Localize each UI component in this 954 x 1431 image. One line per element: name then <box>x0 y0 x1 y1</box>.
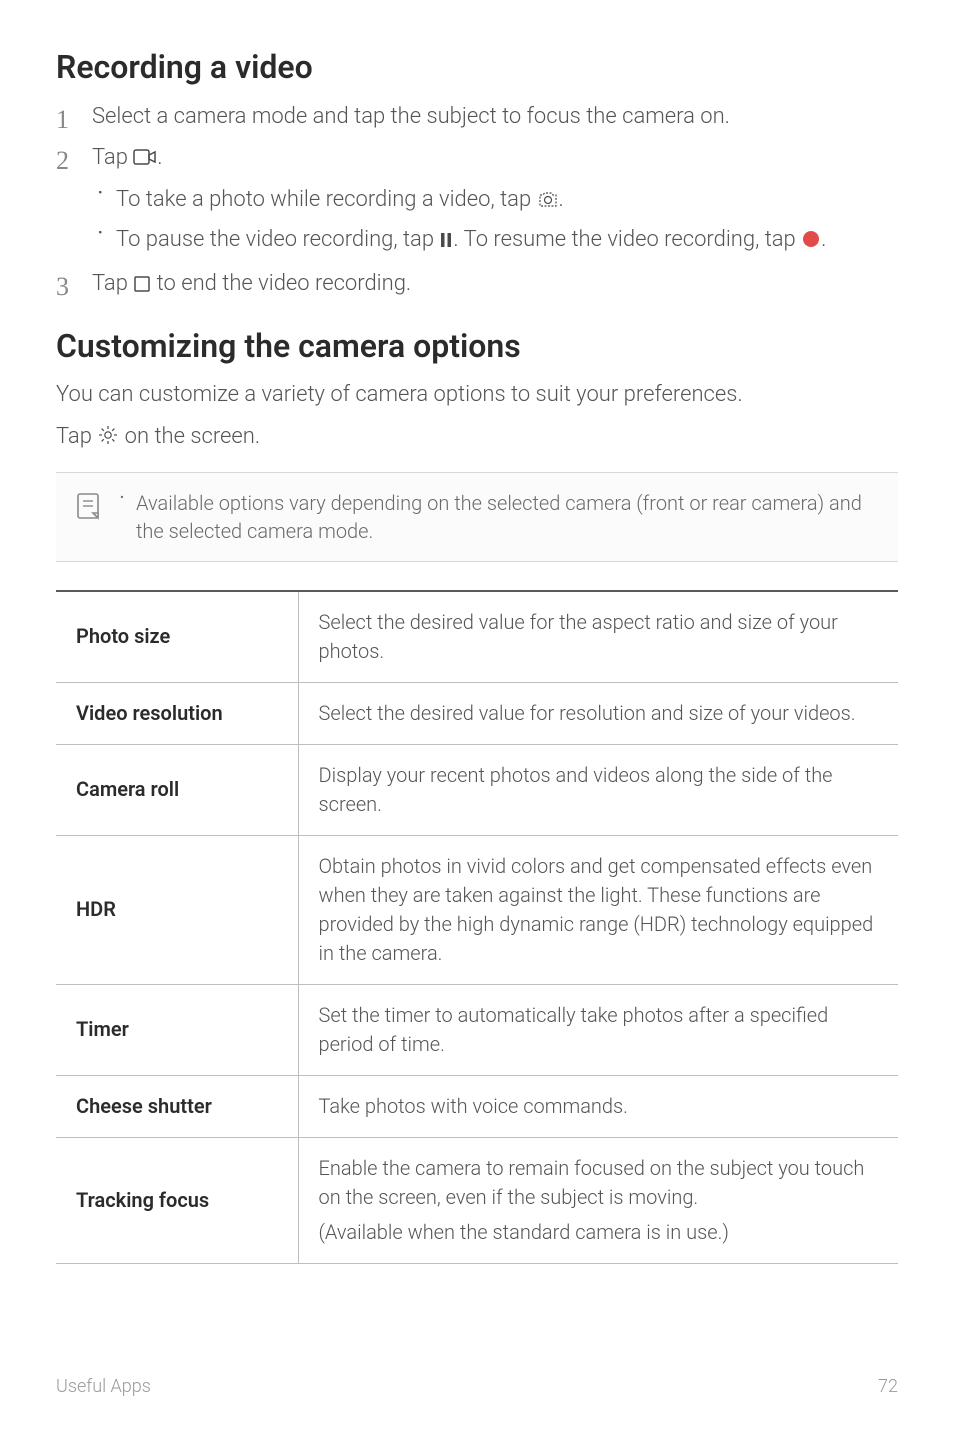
note-text-wrap: Available options vary depending on the … <box>118 489 880 545</box>
step-2: Tap . To take a photo while recording a … <box>56 141 898 259</box>
opt-cheese-shutter-key: Cheese shutter <box>56 1075 298 1137</box>
opt-camera-roll-key: Camera roll <box>56 744 298 835</box>
opt-video-resolution-key: Video resolution <box>56 682 298 744</box>
step-2-sub-2-t3: . <box>821 227 826 252</box>
opt-tracking-focus-val-line2: (Available when the standard camera is i… <box>319 1218 885 1247</box>
pause-icon <box>439 226 453 259</box>
section-customizing-title: Customizing the camera options <box>56 327 898 365</box>
table-row: Timer Set the timer to automatically tak… <box>56 984 898 1075</box>
opt-cheese-shutter-val: Take photos with voice commands. <box>298 1075 898 1137</box>
opt-hdr-key: HDR <box>56 835 298 984</box>
step-2-sub-1: To take a photo while recording a video,… <box>92 183 898 219</box>
note-text: Available options vary depending on the … <box>118 489 880 545</box>
table-row: HDR Obtain photos in vivid colors and ge… <box>56 835 898 984</box>
record-dot-icon <box>801 226 821 259</box>
table-row: Cheese shutter Take photos with voice co… <box>56 1075 898 1137</box>
step-2-sub-2: To pause the video recording, tap . To r… <box>92 223 898 259</box>
opt-timer-key: Timer <box>56 984 298 1075</box>
opt-tracking-focus-val: Enable the camera to remain focused on t… <box>298 1137 898 1263</box>
step-2-period: . <box>157 145 162 170</box>
step-2-sub-2-t1: To pause the video recording, tap <box>116 227 439 252</box>
customizing-intro-1: You can customize a variety of camera op… <box>56 379 898 411</box>
note-icon <box>74 491 104 525</box>
opt-photo-size-val: Select the desired value for the aspect … <box>298 591 898 683</box>
page-footer: Useful Apps 72 <box>56 1376 898 1397</box>
step-3-text-before: Tap <box>92 271 133 296</box>
intro2-after: on the screen. <box>119 424 260 449</box>
opt-tracking-focus-val-line1: Enable the camera to remain focused on t… <box>319 1156 865 1209</box>
table-row: Camera roll Display your recent photos a… <box>56 744 898 835</box>
note-callout: Available options vary depending on the … <box>56 472 898 562</box>
settings-gear-icon <box>97 424 119 456</box>
opt-hdr-val: Obtain photos in vivid colors and get co… <box>298 835 898 984</box>
step-3-text-after: to end the video recording. <box>151 271 411 296</box>
camera-options-table: Photo size Select the desired value for … <box>56 590 898 1264</box>
step-1: Select a camera mode and tap the subject… <box>56 100 898 133</box>
opt-tracking-focus-key: Tracking focus <box>56 1137 298 1263</box>
recording-steps-list: Select a camera mode and tap the subject… <box>56 100 898 303</box>
customizing-intro-2: Tap on the screen. <box>56 421 898 456</box>
step-2-sub-1-t2: . <box>559 187 564 212</box>
step-2-sub-1-t1: To take a photo while recording a video,… <box>116 187 537 212</box>
opt-photo-size-key: Photo size <box>56 591 298 683</box>
step-2-sub-2-t2: . To resume the video recording, tap <box>453 227 801 252</box>
table-row: Photo size Select the desired value for … <box>56 591 898 683</box>
table-row: Tracking focus Enable the camera to rema… <box>56 1137 898 1263</box>
opt-camera-roll-val: Display your recent photos and videos al… <box>298 744 898 835</box>
video-record-icon <box>133 144 157 177</box>
table-row: Video resolution Select the desired valu… <box>56 682 898 744</box>
intro2-before: Tap <box>56 424 97 449</box>
capture-photo-icon <box>537 186 559 219</box>
opt-timer-val: Set the timer to automatically take phot… <box>298 984 898 1075</box>
footer-left: Useful Apps <box>56 1376 151 1397</box>
step-2-sublist: To take a photo while recording a video,… <box>92 183 898 259</box>
stop-icon <box>133 270 151 303</box>
step-2-text: Tap <box>92 145 133 170</box>
section-recording-title: Recording a video <box>56 48 898 86</box>
step-3: Tap to end the video recording. <box>56 267 898 303</box>
step-1-text: Select a camera mode and tap the subject… <box>92 104 730 129</box>
footer-page-number: 72 <box>878 1376 898 1397</box>
opt-video-resolution-val: Select the desired value for resolution … <box>298 682 898 744</box>
